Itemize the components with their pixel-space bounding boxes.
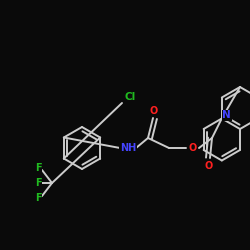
Text: N: N xyxy=(222,110,231,120)
Text: O: O xyxy=(189,143,197,153)
Text: Cl: Cl xyxy=(124,92,136,102)
Text: F: F xyxy=(35,193,41,203)
Text: F: F xyxy=(35,163,41,173)
Text: O: O xyxy=(205,161,213,171)
Text: O: O xyxy=(150,106,158,116)
Text: NH: NH xyxy=(120,143,136,153)
Text: F: F xyxy=(35,178,41,188)
